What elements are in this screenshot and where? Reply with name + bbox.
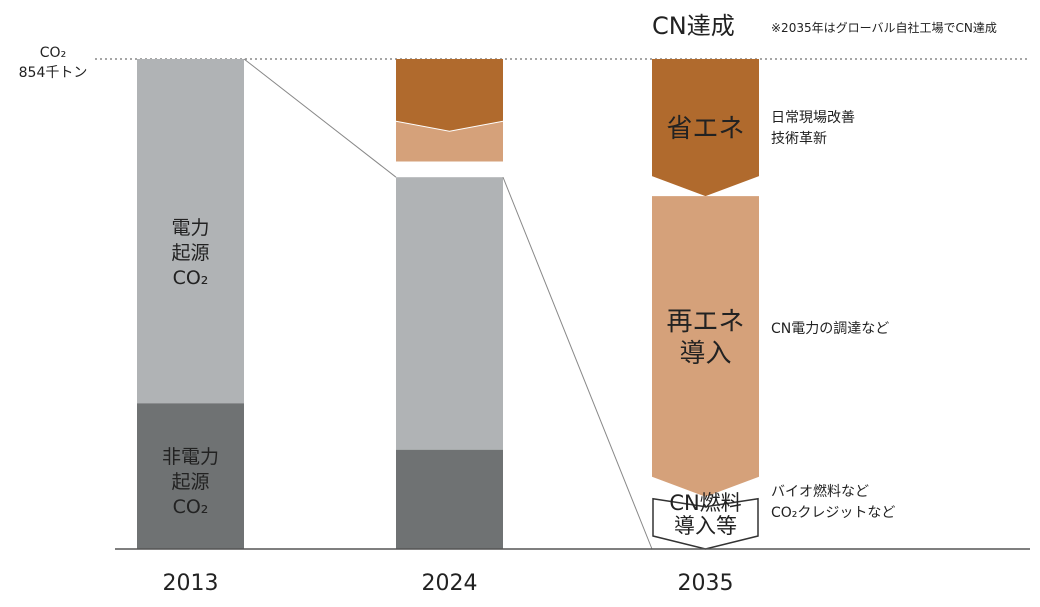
connector-2024-2035 (502, 177, 653, 550)
bar-2035-renewable-label: 導入 (679, 339, 731, 369)
energy-saving-note: 日常現場改善 (771, 110, 855, 126)
bar-2013-power (137, 59, 244, 404)
bar-2013-non-power-label: 非電力 (162, 446, 219, 468)
x-tick-label-2024: 2024 (422, 571, 478, 596)
bar-2024-non-power (396, 449, 503, 549)
energy-saving-note: 技術革新 (771, 131, 827, 147)
bar-2024-power (396, 177, 503, 450)
bar-2013-non-power-label: 起源 (171, 471, 209, 493)
bar-2035-renewable-label: 再エネ (666, 307, 744, 337)
bar-2035-energy-saving (652, 59, 759, 197)
cn-fuel-note: バイオ燃料など (771, 483, 869, 500)
bar-2035-cn-fuel (652, 497, 759, 550)
y-label-value: 854千トン (19, 65, 88, 81)
bar-2035-renewable (652, 196, 759, 497)
renewable-note: CN電力の調達など (771, 321, 889, 337)
bar-2013-power-label: 起源 (171, 242, 209, 264)
bar-2035-energy-saving-label: 省エネ (666, 114, 744, 144)
bar-2013-power-label: CO₂ (173, 267, 209, 289)
x-tick-label-2035: 2035 (678, 571, 734, 596)
connector-2013-2024 (243, 58, 397, 178)
bar-2024-energy-saving (396, 59, 503, 131)
bar-2035-cn-fuel-label: 導入等 (674, 514, 737, 538)
bar-2035-cn-fuel-label: CN燃料 (669, 491, 741, 515)
bar-2013-non-power-label: CO₂ (173, 496, 209, 518)
chart-title: CN達成 (652, 12, 735, 40)
bar-2024-renewable (396, 121, 503, 162)
chart-title-note: ※2035年はグローバル自社工場でCN達成 (771, 20, 997, 35)
bar-2013-non-power (137, 403, 244, 549)
x-tick-label-2013: 2013 (163, 571, 219, 596)
y-label-unit: CO₂ (40, 45, 66, 61)
bar-2013-power-label: 電力 (171, 217, 209, 239)
cn-fuel-note: CO₂クレジットなど (771, 505, 895, 521)
